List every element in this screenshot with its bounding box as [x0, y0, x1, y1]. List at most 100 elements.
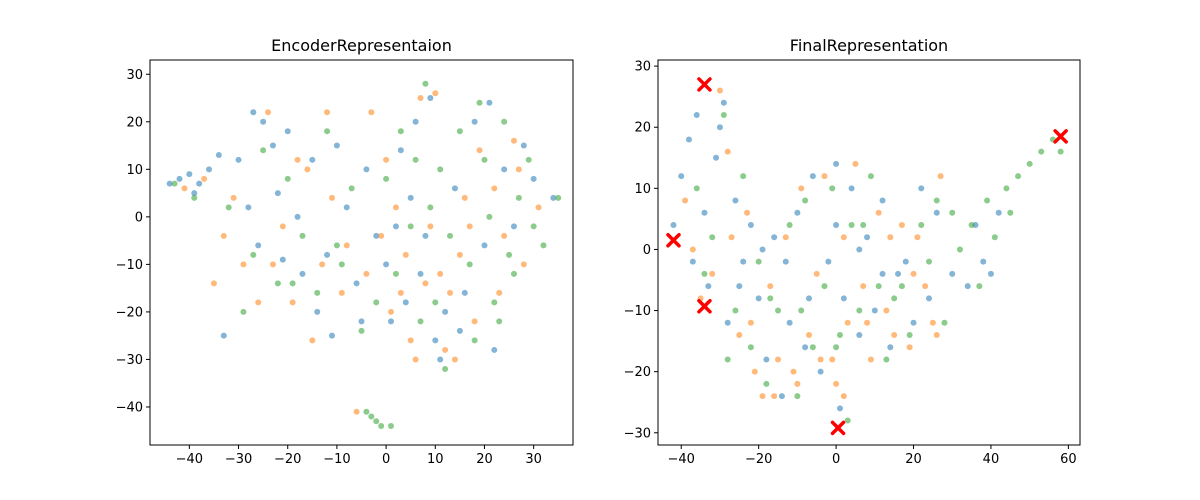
scatter-point-series-0	[397, 147, 404, 154]
scatter-point-series-2	[363, 408, 370, 415]
scatter-point-series-2	[506, 251, 513, 258]
final-representation-panel: FinalRepresentation −40 −20 0 20 40 60 −30 −20…	[624, 36, 1081, 467]
highlight-x-marker	[666, 233, 681, 248]
scatter-point-series-0	[759, 246, 766, 253]
scatter-point-series-2	[501, 118, 508, 125]
scatter-point-series-0	[987, 270, 994, 277]
scatter-point-series-2	[724, 356, 731, 363]
scatter-point-series-2	[510, 270, 517, 277]
scatter-point-series-1	[759, 393, 766, 400]
scatter-point-series-0	[879, 270, 886, 277]
scatter-point-series-2	[933, 197, 940, 204]
scatter-point-series-2	[422, 80, 429, 87]
scatter-point-series-0	[333, 142, 340, 149]
scatter-point-series-1	[456, 251, 463, 258]
scatter-point-series-0	[678, 173, 685, 180]
highlight-x-marker	[1053, 129, 1068, 144]
scatter-point-series-2	[775, 307, 782, 314]
scatter-point-series-0	[373, 232, 380, 239]
scatter-point-series-0	[786, 319, 793, 326]
scatter-point-series-2	[348, 185, 355, 192]
scatter-point-series-1	[447, 289, 454, 296]
scatter-point-series-2	[809, 344, 816, 351]
scatter-point-series-1	[265, 109, 272, 116]
scatter-point-series-1	[388, 308, 395, 315]
scatter-point-series-1	[515, 166, 522, 173]
scatter-point-series-1	[840, 393, 847, 400]
scatter-point-series-1	[805, 332, 812, 338]
y-tick-label: −20	[116, 305, 143, 320]
y-axis-ticks: −30 −20 −10 0 10 20 30	[624, 60, 658, 441]
x-tick-label: 60	[1060, 452, 1077, 467]
scatter-point-series-2	[833, 344, 840, 351]
scatter-point-series-0	[255, 242, 262, 249]
scatter-point-series-0	[805, 295, 812, 302]
encoder-representation-panel: EncoderRepresentaion −40 −30 −20 −10 0 10 20 30…	[116, 36, 574, 467]
y-tick-label: −10	[624, 304, 651, 319]
scatter-point-series-2	[368, 413, 375, 420]
scatter-point-series-2	[324, 128, 331, 135]
scatter-point-series-1	[501, 232, 508, 239]
scatter-point-series-1	[368, 109, 375, 116]
scatter-point-series-2	[968, 222, 975, 228]
scatter-point-series-1	[520, 261, 527, 268]
scatter-point-series-1	[510, 137, 517, 144]
scatter-point-series-1	[852, 160, 859, 167]
scatter-point-series-2	[1007, 209, 1014, 216]
scatter-point-series-1	[427, 223, 434, 230]
scatter-point-series-1	[397, 289, 404, 296]
scatter-point-series-1	[476, 147, 483, 154]
scatter-point-series-0	[693, 112, 700, 118]
scatter-point-series-0	[933, 209, 940, 216]
x-axis-ticks: −40 −20 0 20 40 60	[668, 445, 1077, 467]
scatter-point-series-2	[299, 232, 306, 239]
scatter-point-series-0	[701, 209, 708, 216]
scatter-point-series-2	[555, 194, 562, 201]
scatter-point-series-2	[481, 156, 488, 163]
scatter-point-series-1	[798, 185, 805, 192]
scatter-point-series-0	[848, 185, 855, 192]
x-tick-label: 20	[476, 452, 493, 467]
scatter-point-series-2	[412, 156, 419, 163]
scatter-point-series-0	[926, 295, 933, 302]
scatter-point-series-0	[437, 356, 444, 363]
scatter-point-series-2	[378, 422, 385, 429]
scatter-point-series-1	[709, 270, 716, 277]
scatter-point-series-2	[991, 234, 998, 241]
scatter-point-series-1	[782, 234, 789, 241]
scatter-point-series-1	[728, 234, 735, 241]
scatter-point-series-2	[956, 246, 963, 253]
scatter-point-series-0	[864, 234, 871, 241]
scatter-point-series-1	[328, 194, 335, 201]
scatter-point-series-0	[324, 251, 331, 258]
scatter-point-series-1	[937, 173, 944, 180]
scatter-point-series-1	[914, 234, 921, 241]
scatter-point-series-1	[813, 270, 820, 277]
scatter-point-series-1	[817, 356, 824, 363]
highlight-x-marker	[830, 420, 846, 436]
scatter-point-series-2	[860, 222, 867, 228]
scatter-point-series-1	[933, 332, 940, 338]
scatter-point-series-2	[1003, 185, 1010, 192]
highlight-x-marker	[697, 299, 712, 314]
scatter-point-series-0	[383, 261, 390, 268]
scatter-point-series-1	[324, 109, 331, 116]
scatter-point-series-2	[763, 380, 770, 387]
scatter-point-series-1	[230, 194, 237, 201]
scatter-point-series-2	[491, 299, 498, 306]
scatter-point-series-2	[883, 356, 890, 363]
scatter-point-series-2	[407, 223, 414, 230]
scatter-point-series-1	[775, 356, 782, 363]
scatter-point-series-1	[466, 223, 473, 230]
scatter-point-series-1	[240, 261, 247, 268]
y-tick-label: −10	[116, 258, 143, 273]
y-tick-label: 10	[634, 182, 651, 197]
scatter-point-series-1	[794, 380, 801, 387]
scatter-point-series-2	[906, 332, 913, 338]
scatter-point-series-0	[740, 258, 747, 265]
scatter-point-series-1	[887, 234, 894, 241]
scatter-point-series-0	[358, 318, 365, 325]
scatter-point-series-0	[279, 256, 286, 263]
scatter-point-series-2	[918, 222, 925, 228]
